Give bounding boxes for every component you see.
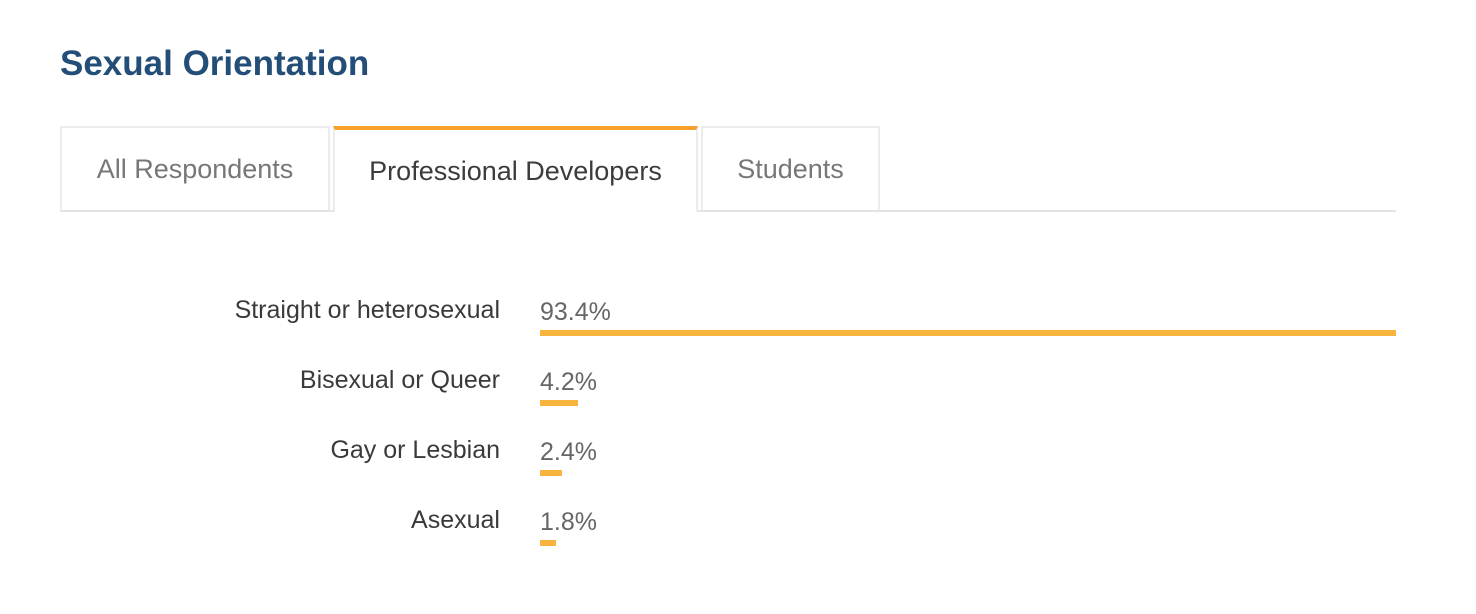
bar: [540, 400, 578, 406]
chart-row: Gay or Lesbian 2.4%: [0, 436, 1476, 506]
value-label: 1.8%: [540, 508, 597, 536]
bar: [540, 540, 556, 546]
chart-row: Asexual 1.8%: [0, 506, 1476, 576]
page-title: Sexual Orientation: [60, 44, 370, 83]
bar: [540, 330, 1396, 336]
tab-bar: All Respondents Professional Developers …: [60, 126, 1396, 212]
category-label: Gay or Lesbian: [330, 436, 500, 464]
tab-bar-divider: [60, 210, 1396, 212]
chart-row: Straight or heterosexual 93.4%: [0, 296, 1476, 366]
tab-students[interactable]: Students: [701, 126, 880, 210]
value-label: 4.2%: [540, 368, 597, 396]
value-label: 93.4%: [540, 298, 611, 326]
category-label: Bisexual or Queer: [299, 366, 500, 394]
chart-row: Bisexual or Queer 4.2%: [0, 366, 1476, 436]
value-label: 2.4%: [540, 438, 597, 466]
tab-professional-developers[interactable]: Professional Developers: [333, 126, 698, 212]
category-label: Asexual: [411, 506, 500, 534]
tab-all-respondents[interactable]: All Respondents: [60, 126, 330, 210]
category-label: Straight or heterosexual: [234, 296, 500, 324]
bar: [540, 470, 562, 476]
